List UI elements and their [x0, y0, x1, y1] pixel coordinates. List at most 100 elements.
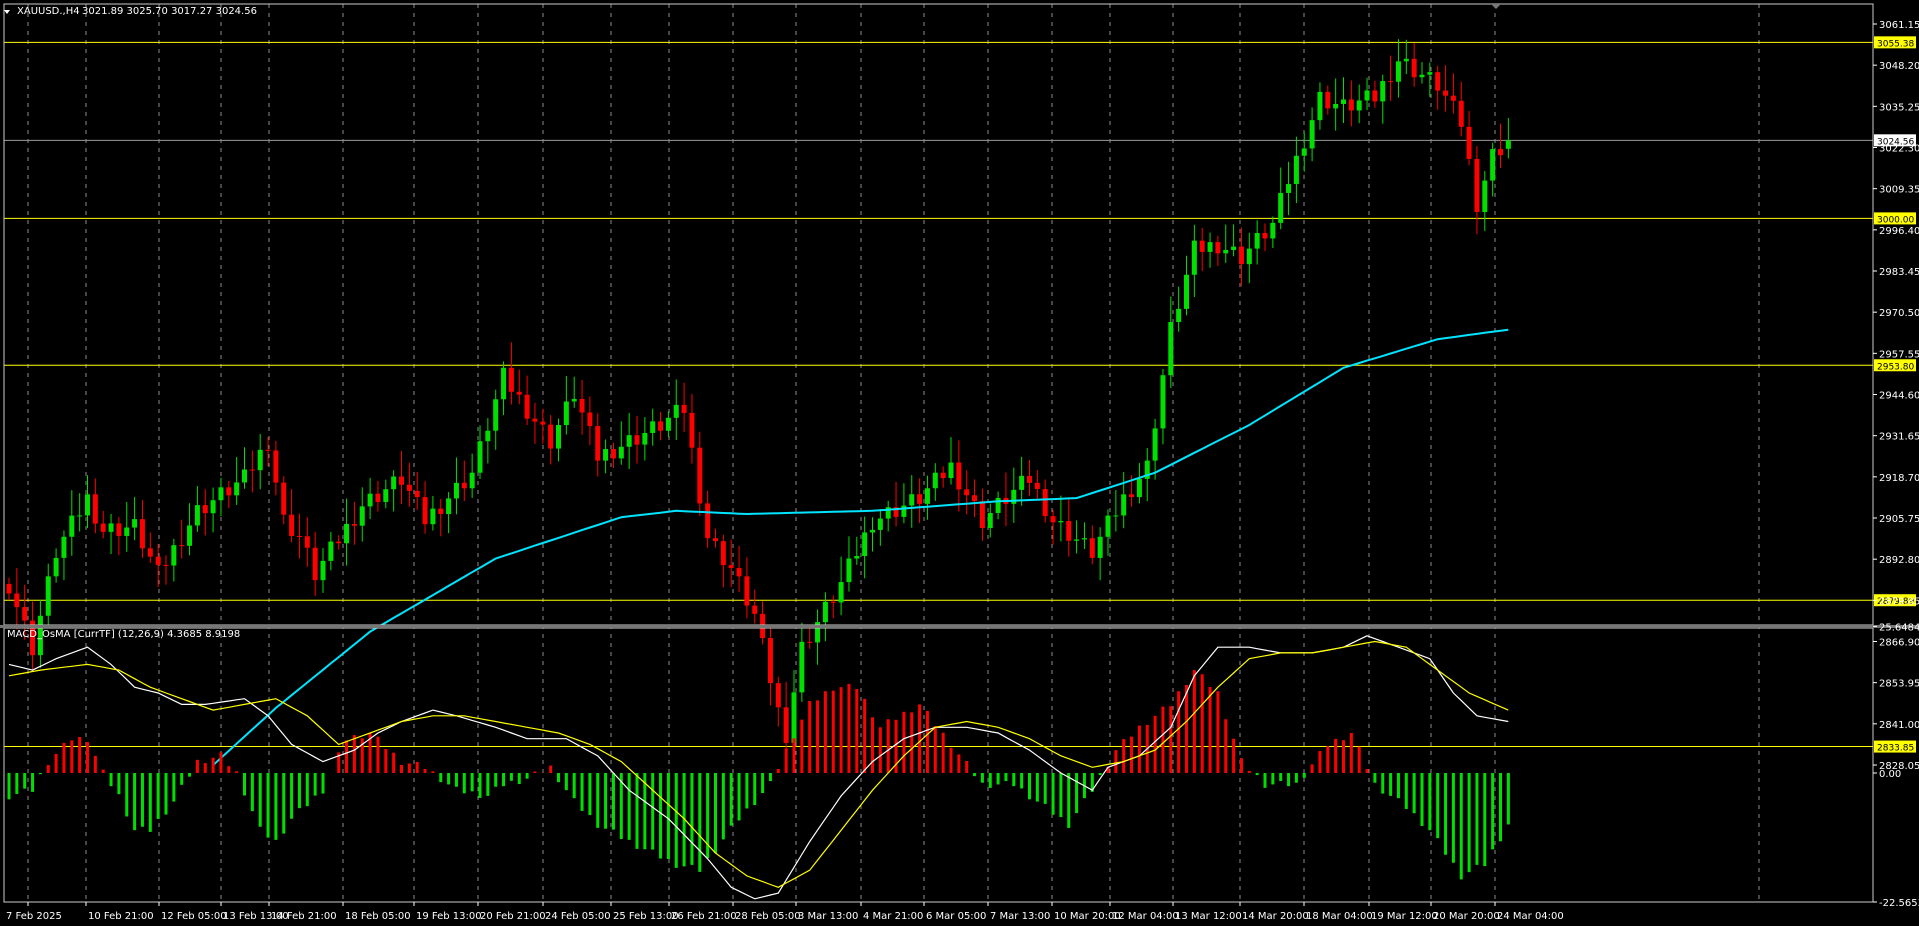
candle[interactable] [116, 517, 122, 556]
candle[interactable] [909, 475, 915, 528]
candle-body[interactable] [705, 503, 711, 539]
candle-body[interactable] [296, 535, 302, 537]
candle[interactable] [1505, 118, 1511, 159]
candle[interactable] [446, 492, 452, 534]
candle[interactable] [1027, 459, 1032, 496]
candle[interactable] [532, 402, 538, 444]
candlesticks[interactable] [6, 39, 1511, 759]
candle[interactable] [822, 592, 828, 642]
candle[interactable] [1262, 223, 1268, 252]
candle-body[interactable] [438, 508, 444, 515]
candle-body[interactable] [1364, 90, 1370, 101]
candle-body[interactable] [218, 487, 224, 501]
candle-body[interactable] [1395, 61, 1401, 82]
candle[interactable] [1050, 509, 1056, 545]
candle[interactable] [689, 393, 695, 464]
candle[interactable] [665, 411, 671, 438]
candle-body[interactable] [139, 519, 145, 549]
candle-body[interactable] [650, 421, 656, 433]
candle-body[interactable] [1160, 375, 1166, 429]
candle-body[interactable] [6, 583, 12, 594]
candle-body[interactable] [163, 564, 169, 566]
candle[interactable] [1152, 418, 1158, 480]
candle[interactable] [744, 557, 750, 619]
candle[interactable] [77, 493, 83, 532]
candle-body[interactable] [477, 441, 483, 473]
candle-body[interactable] [116, 523, 122, 536]
candle-body[interactable] [336, 541, 342, 544]
candle[interactable] [626, 412, 632, 470]
candle[interactable] [1372, 80, 1378, 108]
candle[interactable] [493, 389, 499, 450]
candle-body[interactable] [187, 525, 193, 546]
candle[interactable] [501, 361, 507, 416]
candle[interactable] [438, 499, 444, 537]
candle[interactable] [273, 440, 279, 496]
candle[interactable] [359, 487, 365, 542]
candle[interactable] [885, 500, 891, 532]
candle[interactable] [579, 379, 585, 435]
candle-body[interactable] [713, 538, 718, 542]
candle-body[interactable] [1301, 148, 1307, 156]
candle-body[interactable] [1380, 81, 1386, 102]
candle[interactable] [650, 408, 656, 446]
candle-body[interactable] [399, 476, 404, 485]
candle[interactable] [1215, 235, 1221, 267]
candle[interactable] [124, 502, 130, 552]
candle-body[interactable] [1074, 539, 1080, 541]
candle[interactable] [1278, 167, 1284, 230]
candle[interactable] [1231, 224, 1237, 257]
candle[interactable] [187, 503, 193, 556]
candle-body[interactable] [736, 568, 742, 577]
candle[interactable] [987, 503, 993, 538]
candle-body[interactable] [14, 593, 20, 608]
candle-body[interactable] [626, 435, 632, 447]
candle[interactable] [399, 451, 404, 504]
candle[interactable] [1286, 161, 1292, 216]
candle[interactable] [147, 532, 153, 563]
candle-body[interactable] [917, 494, 923, 504]
candle[interactable] [1450, 73, 1456, 114]
candle[interactable] [720, 534, 726, 588]
candle-body[interactable] [1246, 248, 1252, 265]
candle-body[interactable] [1019, 475, 1025, 490]
candle-body[interactable] [100, 523, 106, 532]
candle[interactable] [249, 450, 255, 493]
candle[interactable] [736, 545, 742, 593]
candle[interactable] [1246, 232, 1252, 284]
macd-panel[interactable] [7, 635, 1510, 900]
candle-body[interactable] [179, 545, 185, 547]
candle[interactable] [1411, 42, 1417, 87]
candle-body[interactable] [1144, 460, 1150, 479]
candle-body[interactable] [328, 541, 334, 561]
candle[interactable] [210, 487, 216, 533]
candle-body[interactable] [249, 469, 255, 471]
candle-body[interactable] [940, 472, 946, 479]
candle-body[interactable] [1450, 95, 1456, 101]
candle-body[interactable] [344, 523, 350, 544]
candle-body[interactable] [846, 558, 852, 583]
candle-body[interactable] [524, 394, 530, 419]
candle-body[interactable] [697, 447, 703, 504]
candle[interactable] [917, 478, 923, 523]
candle-body[interactable] [610, 449, 616, 459]
shift-marker-icon[interactable] [1491, 4, 1501, 9]
candle-body[interactable] [304, 536, 310, 548]
candle[interactable] [1019, 456, 1025, 506]
candle-body[interactable] [383, 489, 389, 502]
candle-body[interactable] [681, 404, 687, 413]
candle-body[interactable] [77, 515, 83, 517]
candle-body[interactable] [618, 446, 624, 459]
candle[interactable] [775, 676, 781, 727]
candle-body[interactable] [351, 523, 357, 526]
candle[interactable] [163, 555, 169, 585]
candle-body[interactable] [391, 476, 397, 490]
candle-body[interactable] [1293, 155, 1299, 185]
candle[interactable] [783, 681, 789, 759]
candle[interactable] [658, 411, 664, 441]
candle-body[interactable] [563, 401, 569, 426]
candle[interactable] [281, 476, 287, 525]
candle-body[interactable] [744, 576, 750, 606]
candle-body[interactable] [414, 490, 420, 498]
